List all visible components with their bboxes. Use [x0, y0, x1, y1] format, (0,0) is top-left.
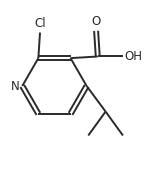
Text: Cl: Cl	[34, 17, 46, 30]
Text: N: N	[11, 79, 20, 93]
Text: OH: OH	[124, 50, 142, 63]
Text: O: O	[91, 15, 101, 28]
